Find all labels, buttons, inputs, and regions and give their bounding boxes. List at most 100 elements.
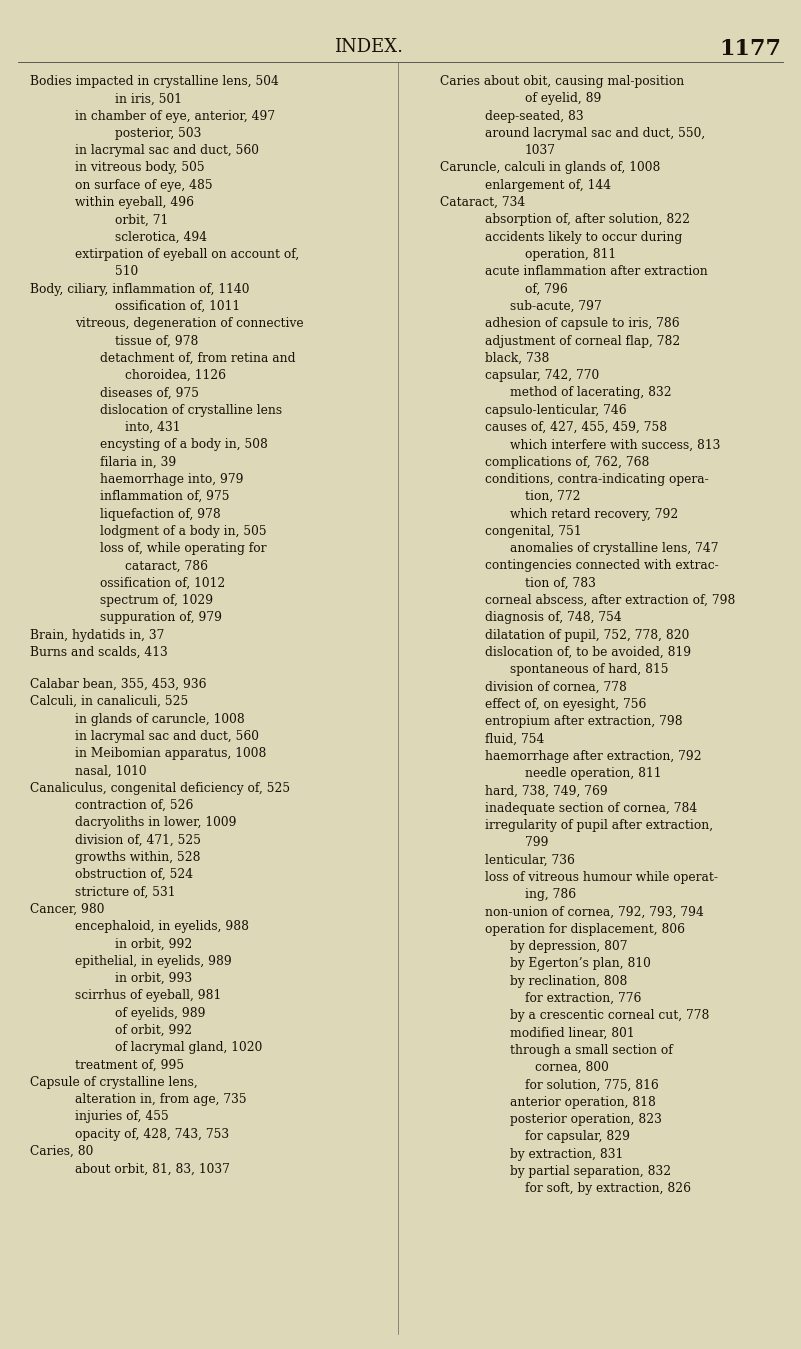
Text: Burns and scalds, 413: Burns and scalds, 413 xyxy=(30,646,167,658)
Text: haemorrhage into, 979: haemorrhage into, 979 xyxy=(100,473,244,486)
Text: Calculi, in canaliculi, 525: Calculi, in canaliculi, 525 xyxy=(30,695,188,708)
Text: in orbit, 992: in orbit, 992 xyxy=(115,938,192,951)
Text: corneal abscess, after extraction of, 798: corneal abscess, after extraction of, 79… xyxy=(485,594,735,607)
Text: INDEX.: INDEX. xyxy=(334,38,403,57)
Text: enlargement of, 144: enlargement of, 144 xyxy=(485,179,611,192)
Text: deep-seated, 83: deep-seated, 83 xyxy=(485,109,584,123)
Text: obstruction of, 524: obstruction of, 524 xyxy=(75,869,193,881)
Text: Capsule of crystalline lens,: Capsule of crystalline lens, xyxy=(30,1075,198,1089)
Text: accidents likely to occur during: accidents likely to occur during xyxy=(485,231,682,244)
Text: diseases of, 975: diseases of, 975 xyxy=(100,386,199,399)
Text: opacity of, 428, 743, 753: opacity of, 428, 743, 753 xyxy=(75,1128,229,1141)
Text: adjustment of corneal flap, 782: adjustment of corneal flap, 782 xyxy=(485,335,680,348)
Text: of, 796: of, 796 xyxy=(525,282,568,295)
Text: loss of vitreous humour while operat-: loss of vitreous humour while operat- xyxy=(485,871,718,884)
Text: extirpation of eyeball on account of,: extirpation of eyeball on account of, xyxy=(75,248,300,260)
Text: encysting of a body in, 508: encysting of a body in, 508 xyxy=(100,438,268,452)
Text: anomalies of crystalline lens, 747: anomalies of crystalline lens, 747 xyxy=(510,542,718,554)
Text: of eyelids, 989: of eyelids, 989 xyxy=(115,1006,206,1020)
Text: tion of, 783: tion of, 783 xyxy=(525,577,596,590)
Text: suppuration of, 979: suppuration of, 979 xyxy=(100,611,222,625)
Text: inflammation of, 975: inflammation of, 975 xyxy=(100,490,230,503)
Text: by partial separation, 832: by partial separation, 832 xyxy=(510,1166,671,1178)
Text: Canaliculus, congenital deficiency of, 525: Canaliculus, congenital deficiency of, 5… xyxy=(30,781,290,795)
Text: non-union of cornea, 792, 793, 794: non-union of cornea, 792, 793, 794 xyxy=(485,905,704,919)
Text: of eyelid, 89: of eyelid, 89 xyxy=(525,92,602,105)
Text: loss of, while operating for: loss of, while operating for xyxy=(100,542,267,554)
Text: Caruncle, calculi in glands of, 1008: Caruncle, calculi in glands of, 1008 xyxy=(440,162,660,174)
Text: through a small section of: through a small section of xyxy=(510,1044,673,1056)
Text: within eyeball, 496: within eyeball, 496 xyxy=(75,196,194,209)
Text: in vitreous body, 505: in vitreous body, 505 xyxy=(75,162,204,174)
Text: absorption of, after solution, 822: absorption of, after solution, 822 xyxy=(485,213,690,227)
Text: adhesion of capsule to iris, 786: adhesion of capsule to iris, 786 xyxy=(485,317,679,331)
Text: by depression, 807: by depression, 807 xyxy=(510,940,627,952)
Text: ing, 786: ing, 786 xyxy=(525,888,576,901)
Text: operation for displacement, 806: operation for displacement, 806 xyxy=(485,923,685,936)
Text: which interfere with success, 813: which interfere with success, 813 xyxy=(510,438,720,452)
Text: choroidea, 1126: choroidea, 1126 xyxy=(125,370,226,382)
Text: division of cornea, 778: division of cornea, 778 xyxy=(485,680,627,693)
Text: Body, ciliary, inflammation of, 1140: Body, ciliary, inflammation of, 1140 xyxy=(30,282,249,295)
Text: in iris, 501: in iris, 501 xyxy=(115,92,182,105)
Text: dacryoliths in lower, 1009: dacryoliths in lower, 1009 xyxy=(75,816,236,830)
Text: in lacrymal sac and duct, 560: in lacrymal sac and duct, 560 xyxy=(75,730,259,743)
Text: about orbit, 81, 83, 1037: about orbit, 81, 83, 1037 xyxy=(75,1163,230,1175)
Text: operation, 811: operation, 811 xyxy=(525,248,616,260)
Text: causes of, 427, 455, 459, 758: causes of, 427, 455, 459, 758 xyxy=(485,421,667,434)
Text: posterior, 503: posterior, 503 xyxy=(115,127,201,140)
Text: on surface of eye, 485: on surface of eye, 485 xyxy=(75,179,212,192)
Text: posterior operation, 823: posterior operation, 823 xyxy=(510,1113,662,1126)
Text: epithelial, in eyelids, 989: epithelial, in eyelids, 989 xyxy=(75,955,231,967)
Text: for extraction, 776: for extraction, 776 xyxy=(525,992,642,1005)
Text: into, 431: into, 431 xyxy=(125,421,180,434)
Text: spectrum of, 1029: spectrum of, 1029 xyxy=(100,594,213,607)
Text: in Meibomian apparatus, 1008: in Meibomian apparatus, 1008 xyxy=(75,747,267,759)
Text: in glands of caruncle, 1008: in glands of caruncle, 1008 xyxy=(75,712,245,726)
Text: injuries of, 455: injuries of, 455 xyxy=(75,1110,169,1124)
Text: black, 738: black, 738 xyxy=(485,352,549,364)
Text: capsular, 742, 770: capsular, 742, 770 xyxy=(485,370,599,382)
Text: effect of, on eyesight, 756: effect of, on eyesight, 756 xyxy=(485,697,646,711)
Text: for capsular, 829: for capsular, 829 xyxy=(525,1130,630,1144)
Text: contraction of, 526: contraction of, 526 xyxy=(75,799,193,812)
Text: growths within, 528: growths within, 528 xyxy=(75,851,200,863)
Text: ossification of, 1011: ossification of, 1011 xyxy=(115,299,240,313)
Text: 510: 510 xyxy=(115,266,139,278)
Text: cornea, 800: cornea, 800 xyxy=(535,1062,609,1074)
Text: by extraction, 831: by extraction, 831 xyxy=(510,1148,623,1160)
Text: inadequate section of cornea, 784: inadequate section of cornea, 784 xyxy=(485,801,697,815)
Text: around lacrymal sac and duct, 550,: around lacrymal sac and duct, 550, xyxy=(485,127,705,140)
Text: capsulo-lenticular, 746: capsulo-lenticular, 746 xyxy=(485,403,626,417)
Text: liquefaction of, 978: liquefaction of, 978 xyxy=(100,507,221,521)
Text: for soft, by extraction, 826: for soft, by extraction, 826 xyxy=(525,1182,691,1195)
Text: alteration in, from age, 735: alteration in, from age, 735 xyxy=(75,1093,247,1106)
Text: entropium after extraction, 798: entropium after extraction, 798 xyxy=(485,715,682,728)
Text: hard, 738, 749, 769: hard, 738, 749, 769 xyxy=(485,784,608,797)
Text: Calabar bean, 355, 453, 936: Calabar bean, 355, 453, 936 xyxy=(30,679,207,691)
Text: 1037: 1037 xyxy=(525,144,556,158)
Text: ossification of, 1012: ossification of, 1012 xyxy=(100,577,225,590)
Text: Bodies impacted in crystalline lens, 504: Bodies impacted in crystalline lens, 504 xyxy=(30,76,279,88)
Text: lenticular, 736: lenticular, 736 xyxy=(485,854,575,866)
Text: fluid, 754: fluid, 754 xyxy=(485,733,545,746)
Text: by reclination, 808: by reclination, 808 xyxy=(510,974,627,987)
Text: in lacrymal sac and duct, 560: in lacrymal sac and duct, 560 xyxy=(75,144,259,158)
Text: stricture of, 531: stricture of, 531 xyxy=(75,885,175,898)
Text: detachment of, from retina and: detachment of, from retina and xyxy=(100,352,296,364)
Text: in orbit, 993: in orbit, 993 xyxy=(115,973,192,985)
Text: lodgment of a body in, 505: lodgment of a body in, 505 xyxy=(100,525,267,538)
Text: anterior operation, 818: anterior operation, 818 xyxy=(510,1095,656,1109)
Text: method of lacerating, 832: method of lacerating, 832 xyxy=(510,386,671,399)
Text: dislocation of, to be avoided, 819: dislocation of, to be avoided, 819 xyxy=(485,646,691,658)
Text: of lacrymal gland, 1020: of lacrymal gland, 1020 xyxy=(115,1041,263,1054)
Text: for solution, 775, 816: for solution, 775, 816 xyxy=(525,1078,658,1091)
Text: conditions, contra-indicating opera-: conditions, contra-indicating opera- xyxy=(485,473,709,486)
Text: scirrhus of eyeball, 981: scirrhus of eyeball, 981 xyxy=(75,989,221,1002)
Text: Caries about obit, causing mal-position: Caries about obit, causing mal-position xyxy=(440,76,684,88)
Text: treatment of, 995: treatment of, 995 xyxy=(75,1059,184,1071)
Text: which retard recovery, 792: which retard recovery, 792 xyxy=(510,507,678,521)
Text: nasal, 1010: nasal, 1010 xyxy=(75,765,147,777)
Text: congenital, 751: congenital, 751 xyxy=(485,525,582,538)
Text: cataract, 786: cataract, 786 xyxy=(125,560,208,572)
